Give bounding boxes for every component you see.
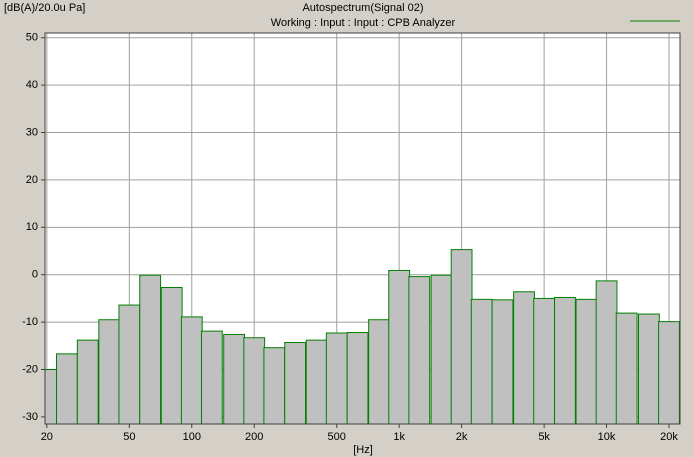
x-tick-label: 1k [393, 431, 405, 443]
y-tick-label: 50 [26, 32, 38, 44]
bar [200, 330, 223, 424]
bar [76, 339, 99, 424]
bar [56, 353, 78, 424]
y-tick-label: -20 [22, 363, 38, 375]
x-tick-label: 10k [598, 431, 616, 443]
bar [430, 274, 453, 424]
chart-subtitle: Working : Input : Input : CPB Analyzer [271, 17, 456, 29]
x-tick-label: 20k [660, 431, 678, 443]
bar [554, 296, 576, 424]
bar [615, 312, 638, 424]
bar [98, 319, 121, 424]
bar [388, 269, 411, 424]
bar [139, 274, 162, 424]
x-tick-label: 5k [538, 431, 550, 443]
y-tick-label: 20 [26, 174, 38, 186]
bars [45, 249, 680, 424]
bar [408, 276, 431, 424]
bar [243, 337, 266, 424]
plot-frame [44, 32, 681, 425]
x-tick-label: 500 [328, 431, 346, 443]
bar [284, 341, 307, 424]
bar [160, 287, 183, 424]
bar [180, 316, 203, 424]
bar [118, 304, 141, 424]
bar [263, 347, 286, 424]
bar [450, 249, 473, 424]
bar [305, 339, 328, 424]
bar [325, 332, 348, 424]
y-tick-label: 0 [32, 269, 38, 281]
bar [470, 298, 493, 424]
bar [513, 291, 535, 424]
y-tick-label: -10 [22, 316, 38, 328]
bar [491, 299, 514, 424]
y-tick-label: -30 [22, 411, 38, 423]
x-tick-label: 200 [245, 431, 263, 443]
bar [346, 332, 369, 424]
bar [368, 319, 390, 424]
x-tick-label: 100 [183, 431, 201, 443]
bar [595, 280, 618, 424]
bar [223, 333, 246, 424]
bar [575, 298, 598, 424]
chart-title: Autospectrum(Signal 02) [302, 2, 423, 14]
y-tick-label: 30 [26, 126, 38, 138]
tick-labels: -30 -20 -10 0 10 20 30 40 50 20 50 100 200 500 1k 2k 5k 1… [22, 32, 678, 443]
bar [637, 313, 660, 424]
bar [533, 297, 556, 424]
y-tick-label: 10 [26, 221, 38, 233]
x-tick-label: 2k [456, 431, 468, 443]
bar [658, 321, 680, 424]
x-axis-label: [Hz] [353, 444, 373, 456]
y-tick-label: 40 [26, 79, 38, 91]
y-axis-label: [dB(A)/20.0u Pa] [4, 2, 85, 14]
x-tick-label: 50 [123, 431, 135, 443]
x-tick-label: 20 [41, 431, 53, 443]
